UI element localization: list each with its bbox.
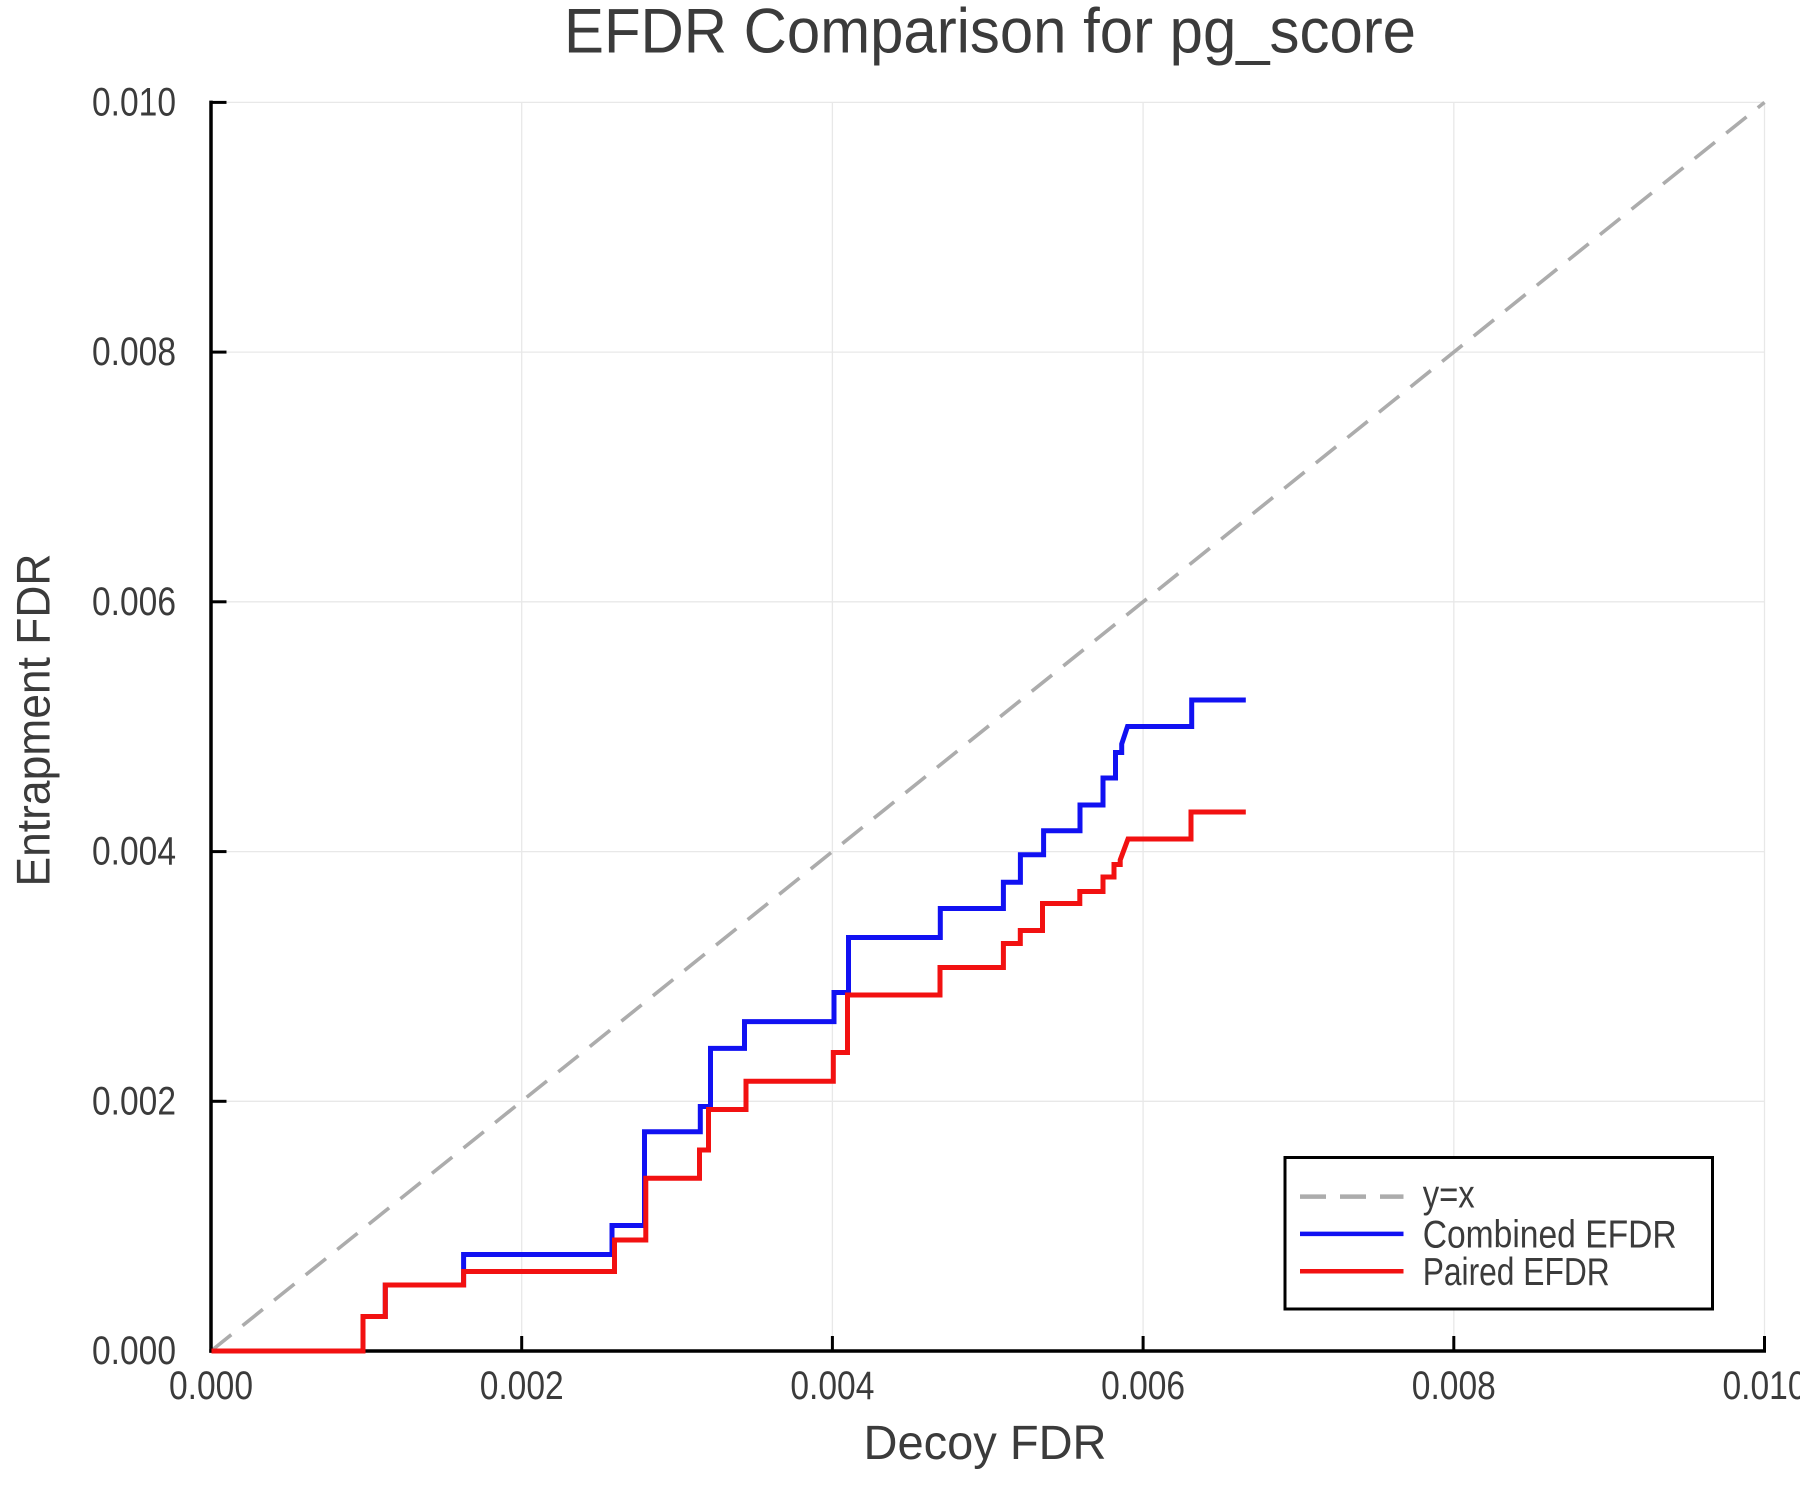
svg-text:0.006: 0.006 — [1101, 1364, 1185, 1408]
svg-text:EFDR Comparison for pg_score: EFDR Comparison for pg_score — [564, 0, 1416, 67]
svg-text:Paired EFDR: Paired EFDR — [1423, 1251, 1610, 1294]
svg-text:0.000: 0.000 — [92, 1329, 176, 1373]
svg-text:0.000: 0.000 — [169, 1364, 253, 1408]
svg-text:0.008: 0.008 — [92, 330, 176, 374]
svg-text:y=x: y=x — [1423, 1174, 1475, 1217]
svg-text:Combined EFDR: Combined EFDR — [1423, 1214, 1677, 1257]
svg-text:0.006: 0.006 — [92, 580, 176, 624]
svg-text:0.010: 0.010 — [92, 80, 176, 124]
svg-text:0.004: 0.004 — [790, 1364, 874, 1408]
svg-text:0.004: 0.004 — [92, 830, 176, 874]
svg-text:Entrapment FDR: Entrapment FDR — [7, 554, 60, 887]
svg-text:0.002: 0.002 — [480, 1364, 564, 1408]
svg-text:0.002: 0.002 — [92, 1079, 176, 1123]
svg-text:0.008: 0.008 — [1412, 1364, 1496, 1408]
svg-text:0.010: 0.010 — [1723, 1364, 1800, 1408]
svg-text:Decoy FDR: Decoy FDR — [864, 1416, 1107, 1470]
